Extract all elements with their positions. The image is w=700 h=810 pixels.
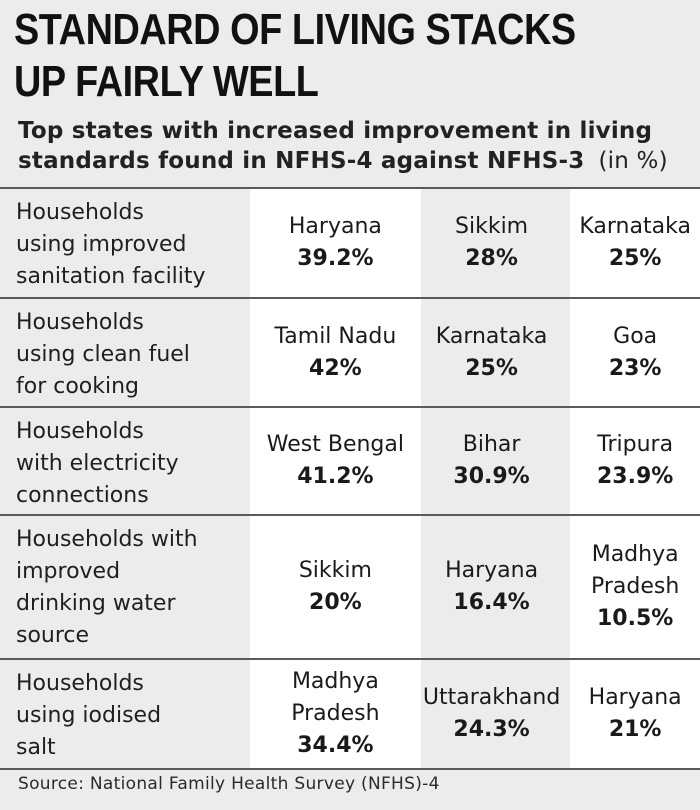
row-label-line: source: [16, 623, 90, 648]
state-percent: 41.2%: [297, 464, 374, 489]
state-name: Tamil Nadu: [274, 323, 397, 349]
living-standards-table: Households using improved sanitation fac…: [0, 187, 700, 770]
row-label-line: connections: [16, 483, 149, 508]
table-row-sanitation: Households using improved sanitation fac…: [0, 189, 700, 299]
subtitle-unit: (in %): [598, 148, 668, 174]
title-line-1: STANDARD OF LIVING STACKS: [14, 5, 576, 54]
state-cell: Karnataka 25%: [420, 299, 563, 406]
state-cell: Haryana 21%: [570, 660, 700, 768]
state-cell: Madhya Pradesh 34.4%: [249, 660, 421, 768]
state-cell: Madhya Pradesh 10.5%: [570, 516, 700, 658]
row-label-line: using clean fuel: [16, 342, 190, 367]
state-name: Haryana: [288, 214, 382, 239]
row-label-line: improved: [16, 559, 121, 584]
state-percent: 20%: [309, 590, 362, 615]
state-cell: Goa 23%: [570, 299, 700, 406]
table-row-electricity: Households with electricity connections …: [0, 408, 700, 516]
state-cell: Bihar 30.9%: [420, 408, 563, 514]
row-label-line: salt: [16, 735, 56, 760]
row-label-line: for cooking: [16, 374, 140, 399]
subtitle: Top states with increased improvement in…: [18, 116, 694, 176]
state-percent: 23.9%: [596, 464, 674, 489]
state-percent: 16.4%: [453, 590, 530, 615]
row-label-line: using iodised: [16, 703, 162, 728]
state-percent: 34.4%: [297, 733, 374, 758]
state-percent: 21%: [608, 717, 662, 742]
row-label-line: with electricity: [16, 451, 179, 476]
state-name: Haryana: [588, 685, 682, 710]
state-name: Madhya: [291, 669, 379, 694]
state-cell: Haryana 16.4%: [420, 516, 563, 658]
source-note: Source: National Family Health Survey (N…: [18, 774, 440, 794]
state-cell: West Bengal 41.2%: [249, 408, 421, 514]
state-cell: Haryana 39.2%: [249, 189, 421, 297]
state-cell: Tamil Nadu 42%: [249, 299, 421, 406]
state-name: Karnataka: [435, 323, 548, 349]
table-row-drinking-water: Households with improved drinking water …: [0, 516, 700, 660]
row-label: Households using improved sanitation fac…: [0, 189, 238, 297]
state-percent: 28%: [465, 246, 518, 271]
state-name: Haryana: [445, 558, 539, 583]
state-cell: Sikkim 20%: [249, 516, 421, 658]
subtitle-line-1: Top states with increased improvement in…: [18, 118, 653, 144]
row-label: Households with improved drinking water …: [0, 516, 238, 658]
row-label-line: using improved: [16, 232, 187, 257]
state-percent: 24.3%: [453, 717, 530, 742]
subtitle-line-2: standards found in NFHS-4 against NFHS-3…: [18, 146, 694, 176]
title-line-2: UP FAIRLY WELL: [14, 57, 319, 106]
table-row-iodised-salt: Households using iodised salt Madhya Pra…: [0, 660, 700, 770]
state-cell: Tripura 23.9%: [570, 408, 700, 514]
state-percent: 23%: [608, 355, 662, 381]
state-name: West Bengal: [266, 432, 404, 457]
row-label: Households using clean fuel for cooking: [0, 299, 238, 406]
state-name: Sikkim: [455, 214, 529, 239]
state-percent: 25%: [608, 246, 662, 271]
state-name: Madhya: [591, 542, 679, 567]
row-label-line: sanitation facility: [16, 264, 206, 289]
state-percent: 25%: [465, 355, 518, 381]
state-name: Pradesh: [591, 574, 680, 599]
row-label-line: drinking water: [16, 591, 176, 616]
state-percent: 39.2%: [297, 246, 374, 271]
state-cell: Uttarakhand 24.3%: [420, 660, 563, 768]
state-name: Goa: [613, 323, 658, 349]
state-name: Tripura: [597, 432, 674, 457]
state-name: Karnataka: [579, 214, 691, 239]
state-cell: Sikkim 28%: [420, 189, 563, 297]
row-label: Households with electricity connections: [0, 408, 238, 514]
page-title: STANDARD OF LIVING STACKS UP FAIRLY WELL: [14, 4, 599, 108]
state-name: Bihar: [462, 432, 521, 457]
state-name: Uttarakhand: [422, 685, 561, 710]
row-label-line: Households: [16, 310, 144, 335]
row-label-line: Households: [16, 671, 144, 696]
table-row-clean-fuel: Households using clean fuel for cooking …: [0, 299, 700, 408]
state-name: Pradesh: [291, 701, 380, 726]
row-label-line: Households: [16, 419, 144, 444]
subtitle-line-2-text: standards found in NFHS-4 against NFHS-3: [18, 148, 585, 174]
row-label-line: Households with: [16, 527, 198, 552]
state-cell: Karnataka 25%: [570, 189, 700, 297]
state-percent: 10.5%: [596, 606, 674, 631]
state-percent: 42%: [309, 355, 362, 381]
row-label-line: Households: [16, 200, 144, 225]
state-percent: 30.9%: [453, 464, 530, 489]
row-label: Households using iodised salt: [0, 660, 238, 768]
state-name: Sikkim: [298, 558, 372, 583]
